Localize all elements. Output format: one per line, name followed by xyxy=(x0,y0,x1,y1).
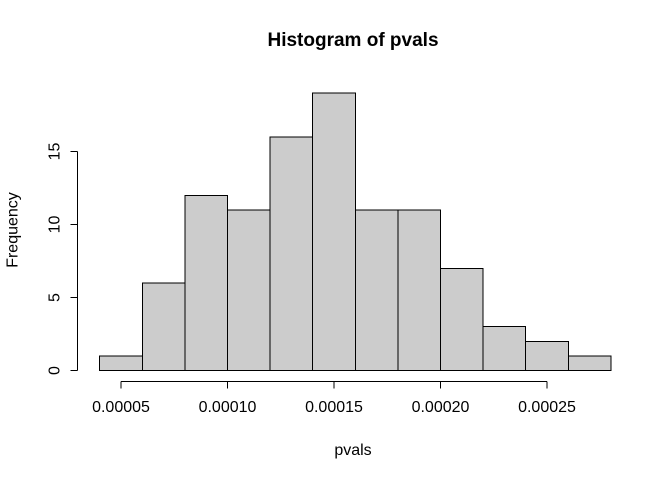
histogram-bar xyxy=(184,194,228,371)
x-axis-label: pvals xyxy=(334,442,371,459)
histogram-bar xyxy=(567,355,612,371)
y-tick-label: 5 xyxy=(47,293,64,302)
x-axis: 0.00005 0.00010 0.00015 0.00020 0.00025 xyxy=(92,381,576,416)
x-tick-label: 0.00010 xyxy=(199,399,257,416)
histogram-bar xyxy=(354,209,399,371)
histogram-bars xyxy=(99,92,612,372)
histogram-bar xyxy=(440,267,484,371)
chart-title: Histogram of pvals xyxy=(267,30,438,51)
y-tick-label: 10 xyxy=(47,216,64,234)
x-tick-label: 0.00005 xyxy=(92,399,150,416)
x-tick-label: 0.00020 xyxy=(412,399,470,416)
histogram-bar xyxy=(397,209,441,371)
histogram-bar xyxy=(269,136,314,371)
histogram-bar xyxy=(141,282,186,371)
y-tick-label: 0 xyxy=(47,366,64,375)
histogram-bar xyxy=(525,340,569,371)
x-tick-label: 0.00015 xyxy=(305,399,363,416)
histogram-bar xyxy=(482,326,527,372)
histogram-bar xyxy=(312,92,356,371)
x-tick-label: 0.00025 xyxy=(518,399,576,416)
y-axis: 0 5 10 15 xyxy=(47,143,78,375)
y-axis-label: Frequency xyxy=(5,192,22,268)
y-tick-label: 15 xyxy=(47,143,64,161)
histogram-bar xyxy=(99,355,143,371)
histogram-bar xyxy=(227,209,271,371)
